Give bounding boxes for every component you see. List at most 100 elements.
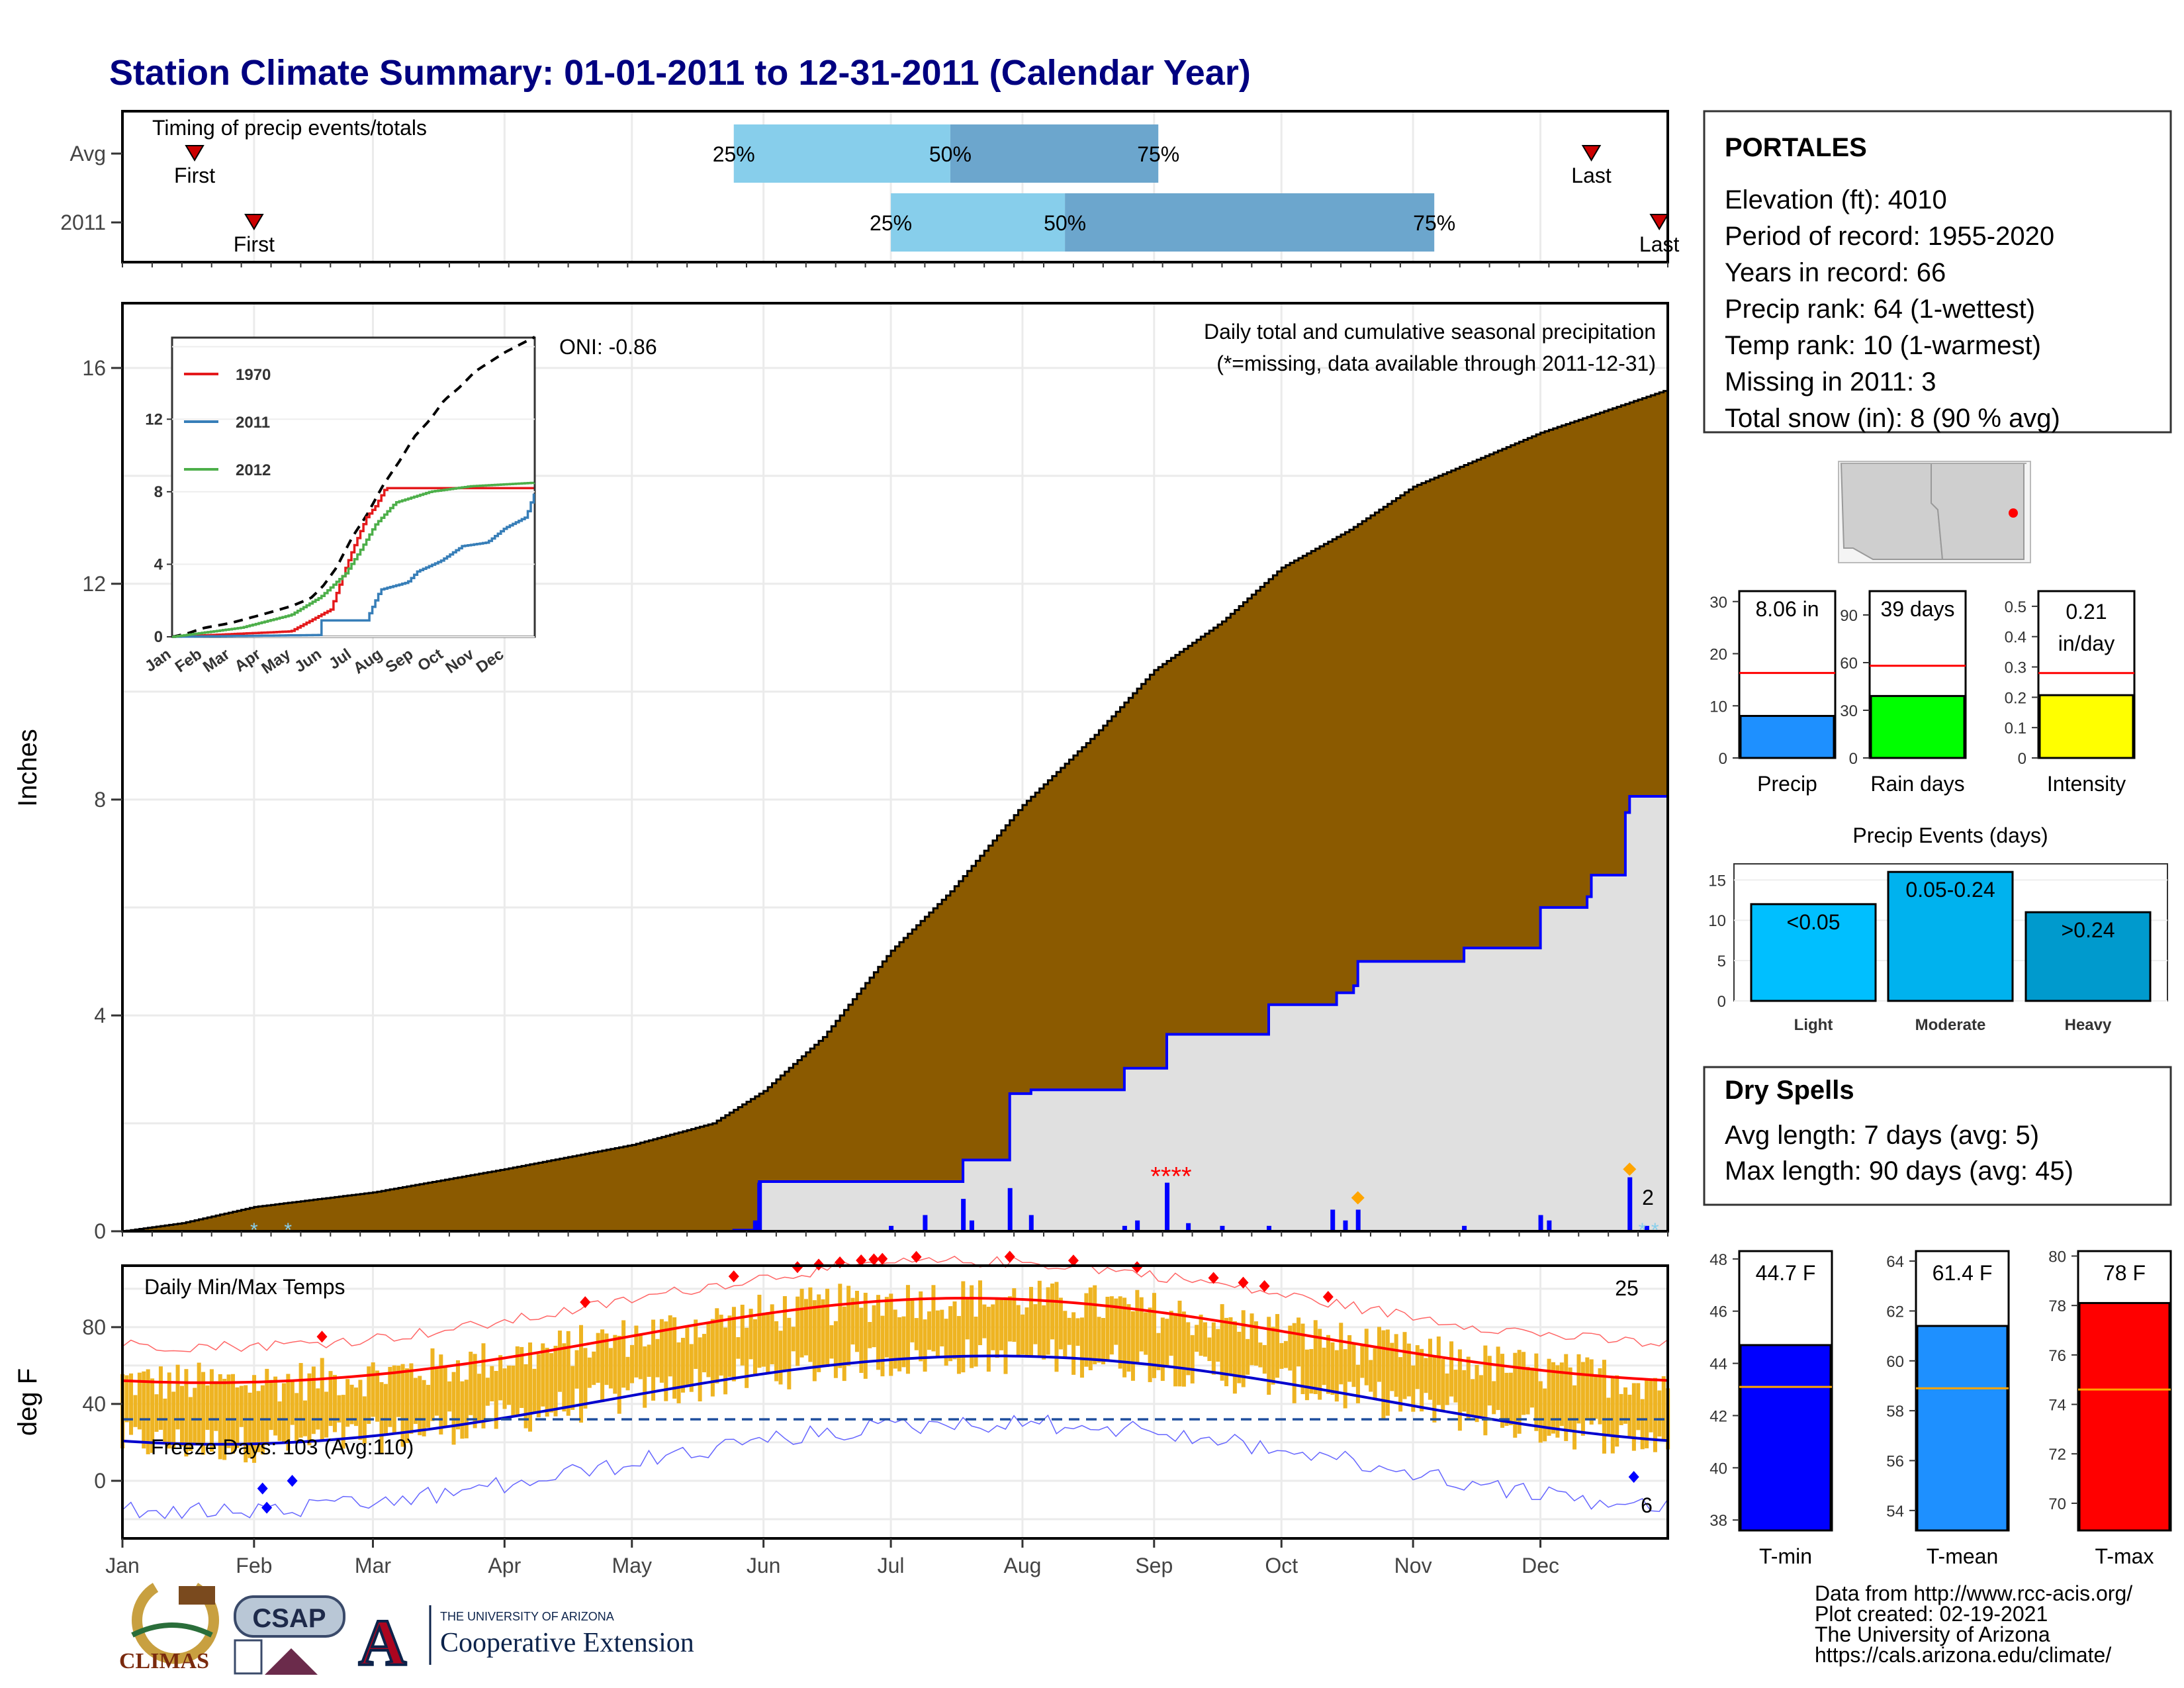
daily-temp-bar	[430, 1348, 435, 1421]
daily-temp-bar	[1428, 1338, 1432, 1400]
daily-temp-bar	[1050, 1283, 1055, 1340]
station-info-line: Precip rank: 64 (1-wettest)	[1725, 295, 2035, 324]
temp-summary-value: 61.4 F	[1933, 1261, 1993, 1285]
daily-temp-bar	[1195, 1325, 1199, 1352]
daily-temp-bar	[1462, 1370, 1467, 1412]
daily-temp-bar	[634, 1325, 639, 1378]
daily-temp-bar	[965, 1297, 970, 1340]
timing-marker	[244, 214, 264, 230]
daily-temp-bar	[825, 1288, 830, 1368]
daily-temp-bar	[1598, 1368, 1602, 1425]
daily-temp-bar	[952, 1301, 957, 1360]
record-high-marker	[1259, 1280, 1270, 1292]
precip-corner-count: 2	[1642, 1186, 1654, 1209]
precip-ytick-label: 12	[82, 572, 106, 596]
daily-temp-bar	[1058, 1297, 1063, 1350]
daily-temp-bar	[846, 1286, 851, 1366]
precip-ytick-label: 16	[82, 356, 106, 380]
daily-temp-bar	[473, 1354, 477, 1429]
daily-temp-bar	[986, 1307, 991, 1372]
ua-extension-text: Cooperative Extension	[440, 1628, 694, 1658]
footer-credits: Data from http://www.rcc-acis.org/Plot c…	[1815, 1581, 2132, 1667]
timing-pct-label: 25%	[870, 211, 912, 235]
daily-temp-bar	[1551, 1362, 1555, 1434]
daily-precip-bar	[757, 1182, 762, 1231]
daily-temp-bar	[485, 1378, 490, 1406]
dry-spells-max: Max length: 90 days (avg: 45)	[1725, 1156, 2073, 1186]
daily-temp-bar	[715, 1308, 719, 1383]
timing-bar-25-50	[891, 193, 1066, 252]
daily-precip-bar	[1165, 1182, 1170, 1231]
climas-block	[179, 1586, 215, 1605]
temp-summary-tick-label: 54	[1886, 1503, 1904, 1521]
daily-temp-bar	[1203, 1322, 1207, 1357]
timing-row-label: Avg	[69, 142, 106, 165]
daily-temp-bar	[124, 1375, 129, 1423]
daily-temp-bar	[1432, 1355, 1437, 1423]
daily-temp-bar	[490, 1366, 494, 1401]
daily-temp-bar	[579, 1325, 584, 1423]
map-arizona	[1840, 463, 1944, 560]
daily-temp-bar	[868, 1322, 872, 1348]
daily-temp-bar	[349, 1384, 354, 1425]
daily-temp-bar	[1585, 1357, 1590, 1420]
daily-temp-bar	[659, 1319, 664, 1383]
daily-temp-bar	[332, 1375, 337, 1432]
timing-bar-50-75	[950, 124, 1159, 183]
inset-legend-label: 1970	[236, 366, 271, 384]
daily-temp-bar	[647, 1344, 651, 1377]
daily-temp-bar	[1398, 1357, 1403, 1412]
university-logo: A THE UNIVERSITY OF ARIZONA Cooperative …	[357, 1605, 694, 1681]
daily-temp-bar	[175, 1364, 180, 1430]
daily-temp-bar	[745, 1327, 749, 1388]
month-label: Feb	[236, 1554, 272, 1577]
daily-temp-bar	[218, 1374, 222, 1460]
daily-precip-bar	[1186, 1223, 1191, 1231]
daily-temp-bar	[1016, 1305, 1021, 1357]
daily-temp-bar	[557, 1331, 562, 1392]
daily-precip-bar	[1267, 1225, 1272, 1231]
daily-temp-bar	[1615, 1375, 1619, 1447]
daily-temp-bar	[328, 1371, 333, 1427]
month-label: Jul	[878, 1554, 905, 1577]
daily-temp-bar	[1173, 1313, 1178, 1387]
summary-bar-value-unit: in/day	[2058, 632, 2115, 655]
daily-temp-bar	[1436, 1336, 1441, 1405]
daily-temp-bar	[727, 1315, 732, 1378]
daily-temp-bar	[698, 1337, 702, 1402]
daily-temp-bar	[298, 1363, 303, 1438]
precip-event-bar-label: >0.24	[2062, 918, 2115, 942]
daily-temp-bar	[1326, 1335, 1331, 1394]
daily-precip-bar	[1355, 1209, 1361, 1231]
daily-temp-bar	[1594, 1374, 1598, 1419]
daily-temp-bar	[1271, 1327, 1275, 1385]
temp-summary-bar-chart: 70 72 74 76 78 80 78 F T-max	[2048, 1248, 2172, 1568]
daily-temp-bar	[587, 1357, 592, 1388]
summary-bar-tick-label: 0.4	[2005, 629, 2026, 647]
inset-ytick-label: 8	[154, 483, 163, 501]
temp-summary-tick-label: 60	[1886, 1353, 1904, 1371]
daily-temp-bar	[672, 1317, 677, 1399]
daily-temp-bar	[799, 1288, 804, 1358]
precip-ytick-label: 8	[94, 788, 106, 812]
daily-temp-bar	[239, 1385, 244, 1427]
daily-temp-bar	[608, 1348, 613, 1389]
daily-temp-bar	[1496, 1346, 1500, 1411]
daily-temp-bar	[1339, 1323, 1343, 1385]
daily-temp-bar	[520, 1346, 524, 1408]
csap-logo: CSAP	[234, 1595, 345, 1675]
daily-temp-bar	[1479, 1375, 1483, 1417]
daily-temp-bar	[740, 1304, 745, 1366]
record-low-marker	[261, 1501, 273, 1514]
temp-summary-tick-label: 46	[1709, 1303, 1727, 1321]
daily-temp-bar	[1300, 1323, 1305, 1395]
avg-cumulative-precip-edge	[122, 389, 1669, 1233]
daily-temp-bar	[1288, 1325, 1293, 1371]
daily-temp-bar	[617, 1335, 621, 1414]
timing-marker-label: First	[174, 164, 215, 187]
ua-block-a: A	[359, 1606, 406, 1679]
daily-temp-bar	[1534, 1353, 1539, 1431]
record-high-marker	[1068, 1254, 1079, 1267]
daily-temp-bar	[770, 1304, 774, 1364]
summary-bar-tick-label: 0.2	[2005, 689, 2026, 707]
